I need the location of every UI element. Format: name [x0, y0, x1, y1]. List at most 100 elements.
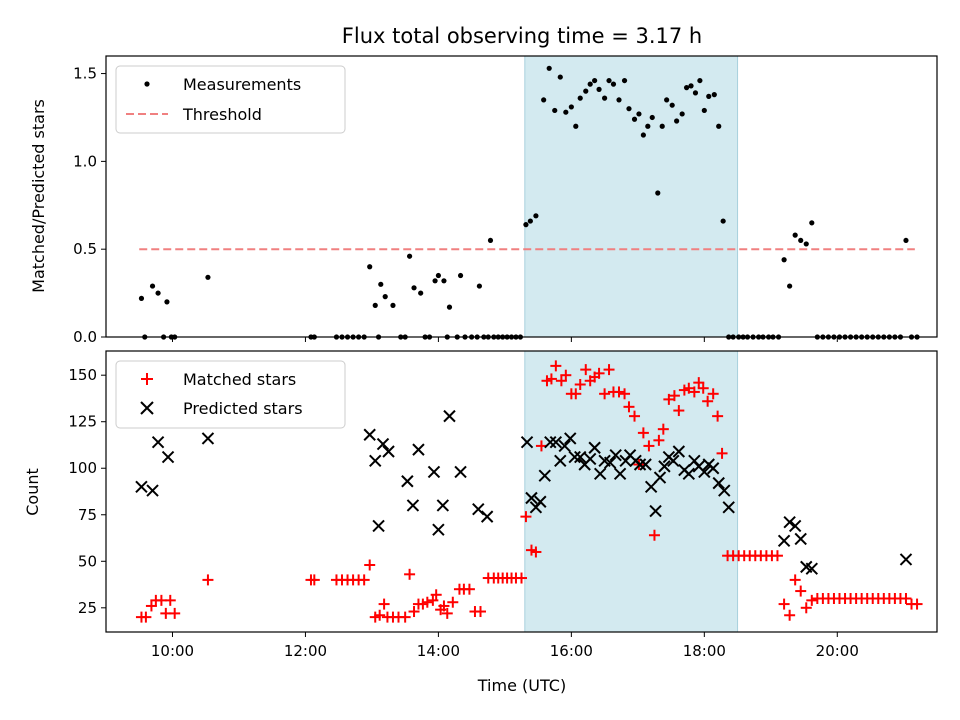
- matched-point: [560, 369, 572, 381]
- predicted-point: [653, 471, 667, 484]
- predicted-point: [436, 499, 450, 512]
- measurement-point: [563, 109, 569, 115]
- matched-point: [399, 611, 411, 623]
- measurement-point: [367, 264, 373, 270]
- matched-point: [613, 386, 625, 398]
- matched-point: [535, 440, 547, 452]
- legend-x-marker: [140, 401, 154, 415]
- predicted-point: [613, 467, 627, 481]
- y-tick-label: 125: [68, 413, 97, 431]
- measurement-point: [716, 123, 722, 129]
- measurement-point: [669, 102, 675, 108]
- measurement-point: [683, 85, 690, 91]
- matched-point: [900, 593, 912, 605]
- predicted-point: [583, 452, 597, 466]
- matched-point: [427, 594, 439, 606]
- predicted-point: [369, 454, 382, 468]
- measurement-point: [621, 77, 628, 84]
- legend: Measurements Threshold: [115, 65, 346, 134]
- predicted-point: [538, 469, 551, 482]
- predicted-point: [549, 435, 563, 449]
- predicted-point: [682, 467, 696, 481]
- matched-point: [697, 382, 709, 394]
- measurement-point: [674, 118, 680, 124]
- measurement-point: [552, 107, 558, 114]
- predicted-point: [135, 480, 148, 494]
- predicted-point: [427, 465, 441, 479]
- predicted-point: [568, 450, 581, 464]
- matched-point: [795, 585, 807, 597]
- matched-point: [516, 572, 527, 584]
- matched-point: [771, 550, 783, 562]
- predicted-point: [712, 476, 725, 490]
- predicted-point: [376, 437, 390, 451]
- x-tick-label: 10:00: [151, 642, 194, 660]
- predicted-point: [443, 409, 456, 423]
- predicted-point: [554, 454, 567, 468]
- matched-point: [653, 434, 665, 446]
- y-tick-label: 75: [78, 506, 97, 524]
- y-tick-label: 50: [78, 552, 97, 570]
- matched-point: [668, 390, 680, 402]
- predicted-point: [805, 562, 819, 575]
- legend-box: [115, 65, 346, 134]
- matched-point: [555, 375, 567, 387]
- matched-point: [629, 410, 641, 422]
- measurement-point: [568, 104, 574, 110]
- predicted-point: [544, 435, 557, 449]
- measurement-point: [781, 257, 787, 263]
- matched-point: [643, 440, 655, 452]
- measurement-point: [679, 111, 685, 117]
- matched-point: [574, 378, 586, 390]
- measurement-point: [697, 77, 703, 84]
- matched-point: [358, 574, 370, 586]
- measurement-point: [138, 295, 145, 301]
- matched-point: [784, 609, 796, 621]
- x-tick-label: 18:00: [683, 642, 726, 660]
- predicted-point: [658, 460, 671, 473]
- matched-point: [693, 377, 705, 389]
- matched-point: [603, 364, 615, 376]
- predicted-point: [593, 467, 607, 481]
- measurement-point: [457, 272, 464, 279]
- matched-point: [673, 405, 685, 417]
- predicted-point: [706, 462, 720, 475]
- measurement-point: [688, 83, 694, 89]
- measurement-point: [411, 285, 417, 291]
- measurement-point: [476, 283, 482, 289]
- measurement-point: [546, 65, 552, 71]
- x-tick-label: 20:00: [816, 642, 859, 660]
- measurement-point: [602, 95, 608, 101]
- y-tick-label: 1.0: [73, 152, 97, 170]
- predicted-point: [432, 523, 445, 536]
- predicted-point: [372, 519, 385, 533]
- measurement-point: [557, 74, 563, 80]
- measurement-point: [809, 220, 815, 226]
- matched-point: [911, 598, 923, 610]
- bottom-marks: [135, 360, 923, 623]
- matched-point: [140, 611, 152, 623]
- matched-point: [438, 600, 450, 612]
- measurement-point: [441, 278, 447, 284]
- predicted-point: [564, 432, 577, 445]
- matched-point: [550, 360, 562, 372]
- matched-point: [378, 598, 390, 610]
- matched-point: [475, 606, 487, 618]
- matched-point: [663, 393, 675, 405]
- measurement-point: [903, 237, 909, 244]
- y-tick-label: 150: [68, 366, 97, 384]
- predicted-point: [609, 449, 622, 462]
- measurement-point: [606, 77, 612, 84]
- highlight-span: [524, 55, 739, 338]
- matched-point: [202, 574, 214, 586]
- matched-point: [712, 410, 724, 422]
- measurement-point: [664, 97, 670, 103]
- y-tick-label: 0.0: [73, 328, 97, 346]
- predicted-point: [633, 458, 647, 471]
- y-ticks: 0.0 0.5 1.0 1.5: [73, 65, 106, 346]
- predicted-point: [603, 456, 617, 469]
- legend: Matched stars Predicted stars: [115, 360, 346, 429]
- measurement-point: [583, 88, 589, 94]
- measurement-point: [636, 111, 642, 117]
- legend-matched: Matched stars: [183, 370, 296, 389]
